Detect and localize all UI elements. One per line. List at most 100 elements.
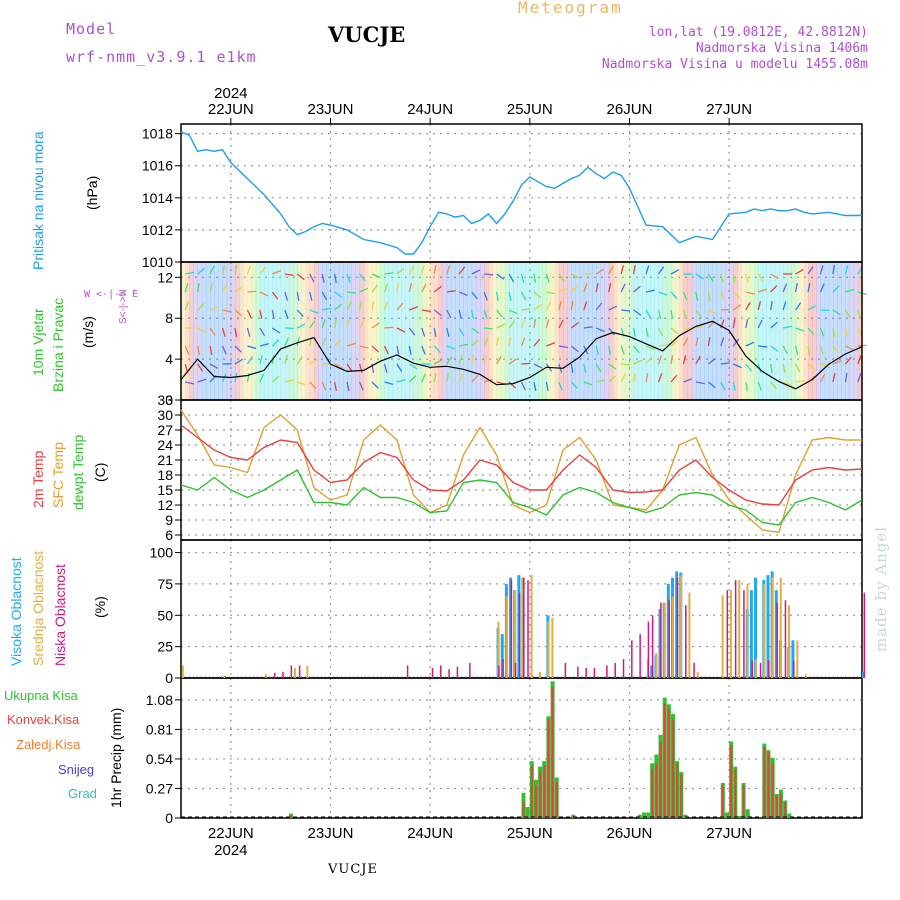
wind-arrow <box>321 381 327 391</box>
wind-arrow <box>645 309 652 319</box>
wind-arrow <box>259 291 269 297</box>
wind-arrow <box>583 381 593 386</box>
wind-field-band <box>284 262 290 400</box>
wind-field-band <box>749 262 755 400</box>
wind-field-band <box>513 262 518 400</box>
wind-arrow <box>657 355 663 365</box>
cloud-low-bar <box>273 672 276 678</box>
model-elevation-text: Nadmorska Visina u modelu 1455.08m <box>601 57 868 72</box>
wind-arrow <box>508 337 512 347</box>
wind-arrow <box>483 378 493 383</box>
wind-arrow <box>745 363 752 372</box>
ytick-label: 24 <box>157 437 173 453</box>
wind-field-band <box>189 262 194 400</box>
wind-arrow <box>682 291 688 301</box>
wind-field-band <box>691 262 697 400</box>
cloud-mid-bar <box>738 580 741 678</box>
wind-field-band <box>658 262 664 400</box>
cloud-low-bar <box>734 580 737 678</box>
wind-arrow <box>271 309 275 319</box>
wind-field-band <box>812 262 817 400</box>
wind-arrow <box>520 381 526 391</box>
wind-arrow <box>695 381 705 385</box>
day-label-bottom: 24JUN <box>407 825 453 842</box>
wind-arrow <box>657 327 664 337</box>
wind-arrow <box>558 288 568 293</box>
cloud-mid-bar <box>729 590 732 678</box>
ytick-label: 30 <box>157 407 173 423</box>
wind-arrow <box>259 343 269 347</box>
wind-arrow <box>384 272 394 275</box>
precip-conv-bar <box>530 765 533 818</box>
cloud-high-bar <box>766 575 770 678</box>
wind-arrow <box>196 345 201 355</box>
wind-arrow <box>409 363 418 370</box>
wind-field-band <box>550 262 556 400</box>
wind-field-band <box>504 262 510 400</box>
wind-field-band <box>234 262 240 400</box>
wind-arrow <box>259 373 265 383</box>
wind-arrow <box>458 309 462 319</box>
cloud-high-bar <box>774 590 778 678</box>
cloud-low-bar <box>685 605 687 678</box>
cloud-mid-bar <box>721 595 724 678</box>
wind-arrow <box>782 381 792 387</box>
wind-arrow <box>620 373 626 383</box>
precip-conv-bar <box>651 768 654 818</box>
wind-field-band <box>828 262 834 400</box>
wind-field-band <box>355 262 361 400</box>
wind-arrow <box>272 327 281 334</box>
wind-arrow <box>421 309 431 313</box>
wind-arrow <box>695 324 705 329</box>
wind-field-band <box>662 262 668 400</box>
wind-arrow <box>595 283 599 293</box>
wind-arrow <box>844 265 849 275</box>
wind-arrow <box>521 362 531 365</box>
wind-field-band <box>330 262 336 400</box>
ytick-label: 1010 <box>142 254 173 270</box>
wind-field-band <box>816 262 821 400</box>
wind-field-band <box>741 262 747 400</box>
wind-arrow <box>720 291 726 301</box>
wind-arrow <box>658 344 668 347</box>
wind-field-band <box>496 262 502 400</box>
precip-conv-bar <box>742 785 745 818</box>
wind-arrow <box>221 283 228 293</box>
wind-field-band <box>347 262 352 400</box>
wind-field-band <box>280 262 286 400</box>
cloud-low-bar <box>759 662 762 678</box>
precip-label-graupel: Grad <box>68 786 97 801</box>
wind-arrow <box>571 273 580 279</box>
cloud-low-bar <box>431 667 434 678</box>
precip-total-bar <box>745 809 750 818</box>
precip-conv-bar <box>767 752 770 818</box>
day-label-top: 22JUN <box>208 101 254 118</box>
cloud-high-bar <box>791 640 795 678</box>
wind-field-band <box>679 262 684 400</box>
wind-arrow <box>234 265 238 275</box>
cloud-mid-bar <box>655 652 658 678</box>
wind-field-band <box>803 262 809 400</box>
wind-arrow <box>857 373 862 383</box>
wind-arrow <box>657 373 663 383</box>
wind-arrow <box>433 309 442 317</box>
wind-arrow <box>309 273 315 283</box>
wind-arrow <box>296 356 303 365</box>
wind-arrow <box>745 301 751 311</box>
wind-arrow <box>832 309 841 316</box>
cloud-low-bar <box>751 660 753 678</box>
wind-arrow <box>595 327 605 333</box>
wind-arrow <box>707 358 716 365</box>
wind-field-band <box>376 262 381 400</box>
wind-field-band <box>708 262 714 400</box>
wind-arrow <box>334 291 343 298</box>
cloud-mid-bar <box>181 665 184 678</box>
precip-conv-bar <box>534 785 537 818</box>
wind-arrow <box>545 381 549 391</box>
wind-field-band <box>754 262 759 400</box>
wind-arrow <box>844 356 852 365</box>
pressure-line <box>180 131 862 255</box>
cloud-low-bar <box>693 662 695 678</box>
wind-arrow <box>520 319 526 329</box>
ytick-label: 27 <box>157 422 173 438</box>
